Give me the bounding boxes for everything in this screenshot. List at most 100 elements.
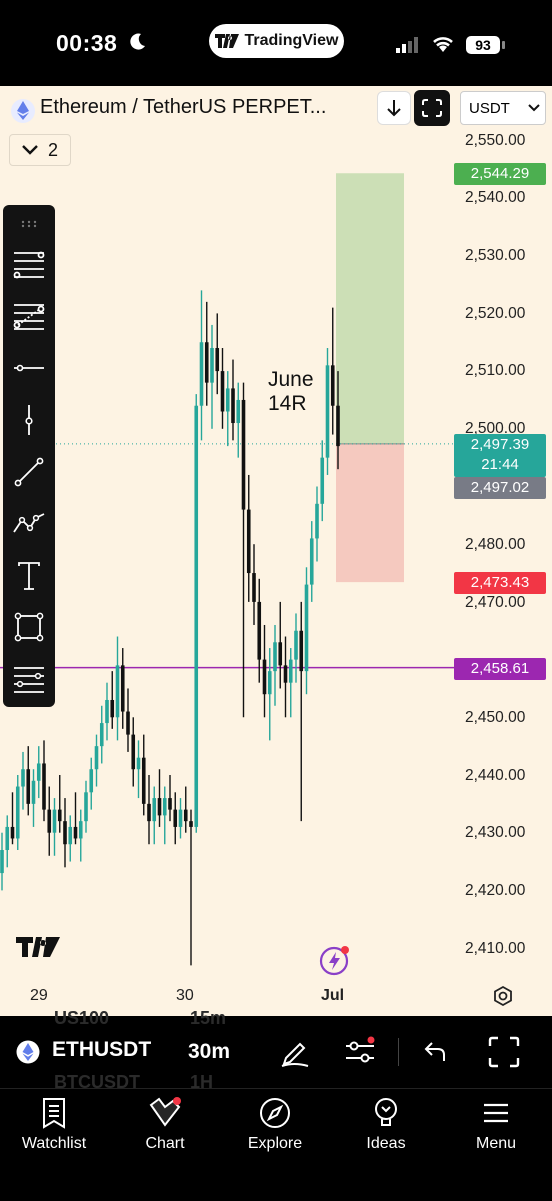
nav-menu[interactable]: Menu (446, 1097, 546, 1153)
time-axis-label: 30 (176, 987, 194, 1004)
candle-body (120, 665, 125, 712)
chart-settings-icon[interactable] (492, 985, 514, 1012)
candle-body (36, 763, 41, 781)
candle-body (262, 659, 267, 695)
candle-body (236, 399, 241, 424)
drawing-pen-button[interactable] (280, 1036, 310, 1073)
vertical-line-tool-button[interactable] (11, 402, 47, 438)
candle-body (178, 809, 183, 827)
nav-watchlist[interactable]: Watchlist (4, 1097, 104, 1153)
channel-tool-button[interactable] (11, 662, 47, 698)
ethereum-logo-icon (10, 98, 36, 129)
toolbar-divider (398, 1038, 399, 1066)
candle-body (252, 573, 256, 602)
lightbulb-icon (375, 1098, 397, 1126)
candle-body (299, 630, 304, 672)
pitchfork-tool-button[interactable] (11, 246, 47, 282)
path-icon (13, 513, 45, 533)
candle-body (199, 342, 204, 406)
tradingview-logo-icon (214, 34, 239, 48)
candle-body (309, 538, 314, 585)
fib-tool-button[interactable] (11, 298, 47, 334)
symbol-toolbar: US100 15m ETHUSDT 30m BTCUSDT 1H (0, 1008, 552, 1092)
candle-body (246, 509, 251, 574)
target-zone (336, 173, 404, 444)
symbol-title[interactable]: Ethereum / TetherUS PERPET... (40, 96, 327, 118)
indicators-button[interactable] (344, 1036, 376, 1071)
tradingview-pill[interactable]: TradingView (209, 24, 344, 58)
interval-selector[interactable]: 30m (188, 1040, 231, 1063)
candle-body (110, 699, 115, 718)
currency-select[interactable]: USDT (460, 91, 546, 125)
undo-button[interactable] (424, 1041, 448, 1068)
candle-body (31, 780, 36, 804)
symbol-selector[interactable]: ETHUSDT (52, 1038, 162, 1068)
indicator-count: 2 (47, 139, 58, 160)
price-axis-label: 2,420.00 (465, 882, 526, 899)
candle-body (21, 769, 25, 787)
candle-body (78, 821, 83, 839)
chevron-down-icon (528, 104, 540, 112)
fullscreen-button[interactable] (414, 90, 450, 126)
candle-body (84, 792, 88, 822)
candle-body (99, 723, 104, 747)
candle-body (105, 699, 109, 724)
candle-body (304, 584, 309, 672)
take-profit-tag: 2,544.29 (454, 163, 546, 185)
drawing-toolbar[interactable] (3, 205, 55, 707)
current-price-tag: 2,497.39 21:44 (454, 434, 546, 477)
candle-body (131, 734, 136, 770)
candle-body (288, 659, 293, 683)
ghost-interval: 15m (190, 1008, 227, 1028)
undo-icon (424, 1042, 445, 1061)
status-bar: 00:38 TradingView 93 (0, 0, 552, 86)
fullscreen-button[interactable] (488, 1036, 520, 1073)
current-price-value: 2,497.39 (470, 436, 530, 453)
candle-body (231, 388, 235, 424)
candle-body (157, 798, 162, 816)
price-chart[interactable] (0, 86, 552, 1016)
price-axis-label: 2,430.00 (465, 824, 526, 841)
chart-annotation[interactable]: June 14R (268, 368, 314, 416)
candle-body (162, 798, 167, 816)
horizontal-line-tool-button[interactable] (11, 350, 47, 386)
chart-area[interactable] (0, 86, 552, 1016)
price-axis-label: 2,450.00 (465, 709, 526, 726)
flash-alert-icon[interactable] (319, 944, 353, 981)
nav-chart[interactable]: Chart (115, 1097, 215, 1153)
moon-icon (130, 33, 146, 56)
candle-body (0, 850, 4, 874)
signal-icon (396, 37, 418, 58)
download-button[interactable] (377, 91, 411, 125)
ghost-symbol: BTCUSDT (54, 1072, 140, 1092)
currency-value: USDT (469, 99, 510, 117)
pill-label: TradingView (244, 32, 339, 49)
tradingview-watermark-icon (16, 937, 60, 962)
indicator-collapse-button[interactable]: 2 (9, 134, 71, 166)
text-tool-button[interactable] (11, 558, 47, 594)
drag-handle-icon[interactable] (20, 215, 38, 228)
candle-body (136, 757, 141, 770)
candle-body (294, 630, 298, 660)
candle-body (168, 798, 172, 810)
stop-zone (336, 443, 404, 583)
price-axis-label: 2,480.00 (465, 536, 526, 553)
price-axis-label: 2,470.00 (465, 594, 526, 611)
candle-body (5, 826, 10, 851)
price-axis-label: 2,510.00 (465, 362, 526, 379)
nav-explore[interactable]: Explore (225, 1097, 325, 1153)
pattern-tool-button[interactable] (11, 505, 47, 541)
nav-ideas[interactable]: Ideas (336, 1097, 436, 1153)
previous-close-value: 2,497.02 (470, 479, 530, 496)
watchlist-icon (43, 1098, 65, 1129)
bottom-navigation: Watchlist Chart Explore Ideas Menu (0, 1088, 552, 1201)
symbol-name: ETHUSDT (52, 1038, 152, 1061)
candle-body (147, 803, 151, 822)
trend-line-tool-button[interactable] (11, 454, 47, 490)
candle-body (325, 365, 330, 458)
candle-body (189, 821, 193, 827)
fib-extension-icon (13, 304, 45, 330)
shape-tool-button[interactable] (11, 609, 47, 645)
battery-tip-icon (502, 41, 505, 49)
candle-body (63, 821, 67, 845)
